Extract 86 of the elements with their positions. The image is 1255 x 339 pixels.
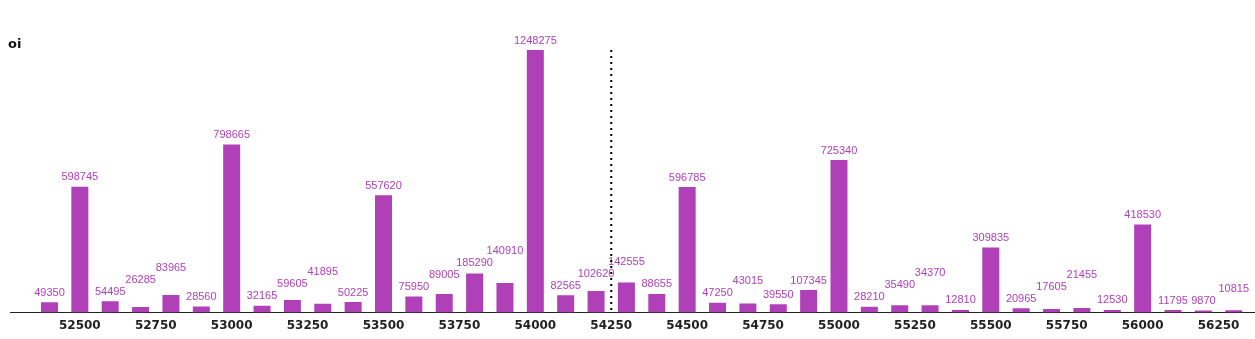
data-label: 28210 [854, 290, 885, 303]
bar [283, 300, 301, 313]
bar [344, 302, 362, 313]
bar [101, 301, 119, 313]
bar [375, 195, 392, 313]
bar [223, 144, 241, 313]
bar [800, 290, 818, 313]
bar [405, 296, 423, 313]
x-tick-label: 53000 [210, 317, 253, 332]
data-label: 49350 [34, 285, 65, 298]
x-tick-label: 52500 [58, 317, 101, 332]
bar [526, 50, 544, 313]
bar [466, 273, 484, 313]
bar [587, 291, 605, 313]
data-label: 17605 [1036, 279, 1067, 292]
data-label: 82565 [550, 278, 581, 291]
bar [132, 307, 150, 313]
data-label: 10815 [1218, 282, 1250, 295]
x-tick-label: 54500 [666, 317, 709, 332]
data-label: 83965 [155, 260, 187, 273]
data-label: 88655 [641, 277, 673, 290]
x-tick-label: 56250 [1197, 317, 1240, 332]
data-label: 26285 [125, 272, 156, 285]
data-label: 12530 [1096, 293, 1128, 306]
data-label: 32165 [246, 289, 278, 302]
data-label: 798665 [213, 128, 251, 141]
x-tick-label: 53250 [286, 317, 329, 332]
x-tick-label: 56000 [1121, 317, 1164, 332]
x-tick-label: 53500 [362, 317, 405, 332]
x-tick-label: 55750 [1045, 317, 1088, 332]
bar [709, 302, 727, 313]
data-label: 75950 [398, 280, 430, 293]
x-tick-label: 55500 [969, 317, 1012, 332]
data-label: 47250 [702, 286, 733, 299]
bar [830, 160, 848, 313]
bar [314, 303, 332, 313]
data-label: 28560 [186, 290, 217, 303]
data-label: 140910 [486, 244, 524, 257]
data-label: 725340 [820, 143, 858, 156]
data-label: 1248275 [513, 33, 557, 46]
bar [557, 295, 575, 313]
bar [982, 247, 1000, 313]
data-label: 557620 [365, 178, 402, 191]
bar [162, 294, 180, 313]
data-label: 59605 [277, 277, 308, 290]
data-label: 89005 [428, 268, 460, 281]
data-label: 12810 [945, 293, 976, 306]
x-tick-label: 55250 [894, 317, 936, 332]
bar [891, 305, 909, 313]
bar [678, 187, 696, 313]
bar [71, 186, 89, 313]
bar [1134, 224, 1152, 313]
data-label: 54495 [94, 284, 126, 297]
bar [435, 293, 453, 313]
data-label: 107345 [790, 273, 827, 286]
x-tick-label: 54000 [514, 317, 557, 332]
data-label: 598745 [61, 170, 99, 183]
data-label: 142555 [608, 254, 645, 267]
bar [617, 282, 635, 313]
data-label: 11795 [1158, 293, 1188, 306]
x-tick-label: 55000 [818, 317, 860, 332]
data-label: 41895 [307, 265, 339, 278]
x-tick-label: 54250 [590, 317, 633, 332]
data-label: 9870 [1191, 294, 1216, 307]
data-label: 35490 [884, 278, 916, 291]
x-tick-label: 54750 [742, 317, 784, 332]
data-label: 185290 [456, 256, 493, 269]
data-label: 309835 [972, 230, 1010, 243]
bar [921, 305, 939, 313]
x-tick-label: 52750 [134, 317, 177, 332]
data-label: 39550 [762, 287, 794, 300]
data-label: 50225 [337, 285, 369, 298]
bar [1012, 308, 1030, 313]
data-label: 102620 [577, 266, 615, 279]
data-label: 43015 [732, 274, 764, 287]
bar [648, 293, 666, 313]
data-label: 21455 [1066, 267, 1098, 280]
data-label: 20965 [1005, 291, 1037, 304]
data-label: 34370 [914, 266, 946, 279]
bar [40, 302, 58, 313]
bar [496, 282, 514, 313]
data-label: 596785 [668, 170, 706, 183]
x-tick-label: 53750 [438, 317, 481, 332]
bar [769, 304, 787, 313]
y-axis-title: oi [8, 36, 22, 52]
data-label: 418530 [1124, 208, 1162, 221]
